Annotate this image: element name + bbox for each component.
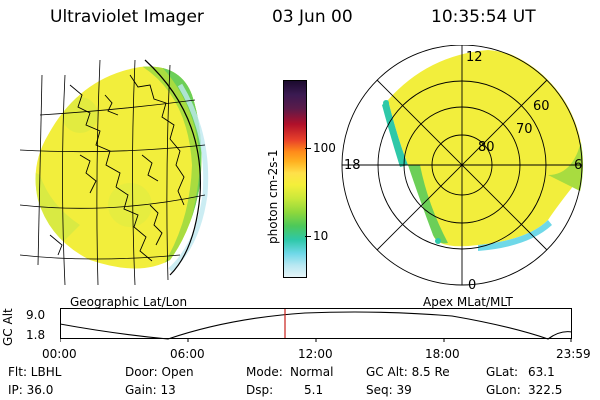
glon-label: GLon: [486,383,521,397]
mlt-label-12: 12 [466,50,483,65]
mlt-label-18: 18 [344,158,361,173]
observation-date: 03 Jun 00 [272,7,353,27]
altitude-tick-9: 9.0 [26,308,46,322]
gc-altitude-info: GC Alt: 8.5 Re [366,365,450,379]
mlat-label-60: 60 [533,99,550,114]
polar-panel-label: Apex MLat/MLT [423,295,513,309]
polar-mlat-mlt-image: 12 18 6 0 60 70 80 [341,45,583,290]
mlt-label-0: 0 [468,278,476,290]
mode-label: Mode: [246,365,283,379]
glon-value: 322.5 [528,383,563,397]
altitude-axis-label: GC Alt [1,308,15,346]
intensity-colorbar [283,80,307,278]
orbit-altitude-plot [60,308,572,342]
gain-info: Gain: 13 [125,383,176,397]
glat-label: GLat: [486,365,519,379]
altitude-curve [60,311,572,340]
instrument-title: Ultraviolet Imager [50,7,204,27]
sequence-info: Seq: 39 [366,383,412,397]
door-info: Door: Open [125,365,194,379]
mlt-label-6: 6 [574,158,582,173]
altitude-tick-1-8: 1.8 [26,328,46,342]
colorbar-tick-mark [305,236,311,237]
time-tick-1200: 12:00 [298,347,333,361]
aurora-emission-disk [35,66,209,272]
geographic-aurora-image [20,59,209,285]
polar-grid [341,45,583,286]
time-tick-2359: 23:59 [556,347,591,361]
lat-lon-grid [20,59,206,285]
ip-info: IP: 36.0 [8,383,54,397]
observation-time: 10:35:54 UT [431,7,536,27]
glat-value: 63.1 [528,365,555,379]
mlat-label-70: 70 [516,122,533,137]
time-tick-0000: 00:00 [42,347,77,361]
colorbar-tick-100: 100 [313,141,336,155]
coastline-outlines [49,74,185,262]
geographic-panel-label: Geographic Lat/Lon [70,295,188,309]
filter-info: Flt: LBHL [8,365,62,379]
mlat-label-80: 80 [478,140,495,155]
time-tick-0600: 06:00 [170,347,205,361]
colorbar-unit-label: photon cm-2s-1 [266,149,280,245]
dsp-label: Dsp: [246,383,274,397]
colorbar-tick-mark [305,148,311,149]
colorbar-tick-10: 10 [313,229,329,243]
time-tick-1800: 18:00 [425,347,460,361]
dsp-value: 5.1 [304,383,324,397]
mode-value: Normal [290,365,334,379]
